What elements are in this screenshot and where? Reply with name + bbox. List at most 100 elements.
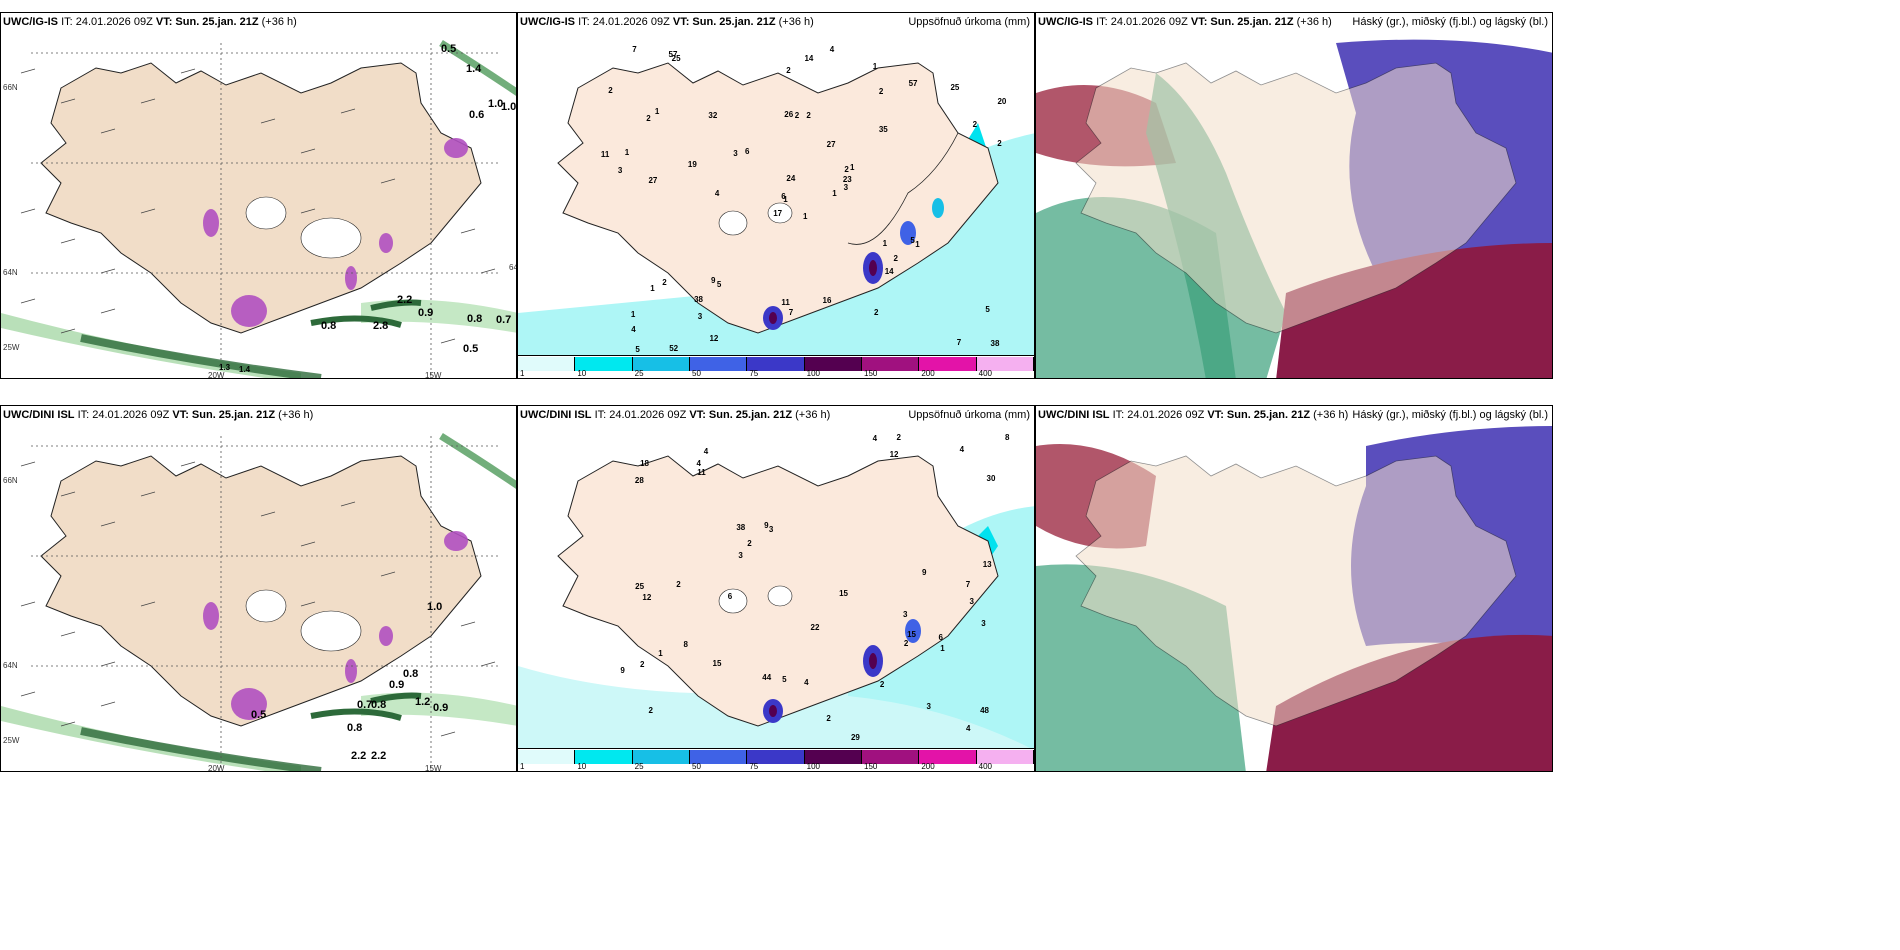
precip-value: 2: [646, 113, 651, 123]
panel-title: Háský (gr.), miðský (fj.bl.) og lágský (…: [1352, 409, 1548, 421]
wind-map-canvas: [1, 13, 517, 379]
precip-value: 3: [902, 609, 908, 619]
colorbar-tick: 75: [749, 369, 759, 378]
colorbar-tick: 200: [921, 762, 935, 771]
colorbar-tick: 10: [577, 762, 587, 771]
precip-value: 2: [972, 119, 978, 129]
precip-value: 2: [662, 277, 667, 287]
panel-header: UWC/DINI ISL IT: 24.01.2026 09Z VT: Sun.…: [3, 409, 314, 421]
precip-value: 3: [768, 524, 774, 534]
colorbar-tick: 200: [921, 369, 935, 378]
colorbar-swatch: [919, 750, 977, 764]
wind-value: 2.2: [371, 750, 387, 762]
precip-value: 48: [980, 705, 989, 715]
precip-value: 15: [907, 629, 916, 639]
precip-value: 4: [631, 325, 636, 335]
precip-value: 28: [634, 476, 644, 486]
colorbar-tick: 1: [520, 762, 525, 771]
colorbar-tick: 100: [806, 369, 821, 378]
precip-map-ig-is: UWC/IG-IS IT: 24.01.2026 09Z VT: Sun. 25…: [517, 12, 1035, 379]
panel-title: Uppsöfnuð úrkoma (mm): [908, 16, 1030, 28]
precip-value: 29: [850, 733, 860, 743]
precip-value: 1: [630, 310, 636, 320]
precip-value: 17: [773, 208, 783, 218]
wind-value: 0.5: [251, 709, 267, 721]
panel-header: UWC/IG-IS IT: 24.01.2026 09Z VT: Sun. 25…: [520, 16, 814, 28]
precip-value: 5: [716, 280, 722, 290]
precip-value: 38: [694, 295, 703, 305]
wind-map-dini: UWC/DINI ISL IT: 24.01.2026 09Z VT: Sun.…: [0, 405, 517, 772]
colorbar-tick: 400: [978, 762, 993, 771]
precip-value: 7: [965, 579, 971, 589]
colorbar-tick: 25: [634, 762, 644, 771]
precip-value: 2: [997, 138, 1002, 148]
precip-value: 5: [985, 304, 990, 314]
precip-value: 4: [714, 189, 720, 199]
precip-value: 18: [640, 458, 649, 468]
colorbar-swatch: [804, 750, 862, 764]
colorbar-swatch: [919, 357, 977, 371]
cloud-map-ig-is: UWC/IG-IS IT: 24.01.2026 09Z VT: Sun. 25…: [1035, 12, 1553, 379]
precip-value: 44: [762, 673, 772, 683]
colorbar-swatch: [862, 357, 920, 371]
precip-value: 26: [784, 110, 794, 120]
precip-value: 2: [903, 639, 909, 648]
precip-value: 1: [783, 194, 788, 204]
precip-value: 3: [617, 165, 623, 175]
colorbar-tick: 150: [864, 762, 878, 771]
cloud-map-canvas: [1036, 13, 1553, 379]
precip-value: 57: [908, 78, 918, 88]
precip-value: 7: [788, 308, 794, 318]
precip-value: 35: [878, 125, 888, 135]
colorbar-swatch: [518, 750, 576, 764]
precip-value: 1: [802, 211, 808, 221]
colorbar-tick: 1: [520, 369, 525, 378]
colorbar-swatch: [518, 357, 576, 371]
precip-value: 1: [624, 148, 630, 158]
precip-value: 15: [839, 589, 849, 599]
colorbar-swatch: [862, 750, 920, 764]
colorbar-swatch: [575, 357, 633, 371]
precip-value: 25: [671, 53, 681, 63]
wind-value: 0.8: [321, 320, 337, 332]
precip-value: 12: [709, 334, 719, 344]
colorbar-swatch: [747, 750, 805, 764]
lat-label-66n: 66N: [3, 83, 18, 92]
precip-value: 1: [940, 644, 945, 654]
precip-value: 1: [832, 189, 837, 199]
colorbar-tick: 10: [577, 369, 587, 378]
precip-colorbar: 1 10 25 50 75 100 150 200 400: [518, 748, 1034, 771]
colorbar-swatch: [690, 357, 748, 371]
precip-value: 1: [658, 648, 663, 658]
wind-value: 0.8: [371, 699, 387, 711]
precip-value: 1: [850, 162, 855, 172]
precip-map-canvas: [518, 406, 1035, 772]
colorbar-tick: 100: [806, 762, 821, 771]
precip-value: 3: [843, 183, 849, 193]
precip-value: 14: [884, 266, 894, 276]
precip-value: 4: [829, 45, 835, 55]
precip-value: 2: [639, 660, 645, 670]
precip-value: 32: [708, 111, 718, 121]
precip-value: 2: [747, 538, 752, 548]
precip-value: 38: [990, 338, 1000, 348]
precip-value: 8: [1004, 433, 1010, 443]
precip-value: 12: [889, 450, 899, 460]
precip-value: 3: [969, 596, 974, 606]
precip-value: 4: [804, 677, 809, 687]
precip-value: 4: [696, 459, 701, 469]
wind-value: 1.0: [427, 601, 443, 613]
precip-value: 7: [956, 338, 962, 348]
precip-value: 1: [882, 238, 888, 248]
panel-title: Háský (gr.), miðský (fj.bl.) og lágský (…: [1352, 16, 1548, 28]
wind-value: 2.2: [351, 750, 367, 762]
precip-value: 2: [879, 680, 885, 690]
precip-value: 2: [893, 254, 898, 264]
colorbar-swatch: [976, 357, 1034, 371]
colorbar-tick: 50: [692, 762, 701, 771]
precip-value: 13: [982, 560, 992, 570]
precip-value: 2: [786, 65, 791, 75]
precip-value: 2: [878, 86, 884, 96]
precip-value: 3: [926, 701, 931, 711]
precip-value: 24: [786, 174, 796, 184]
